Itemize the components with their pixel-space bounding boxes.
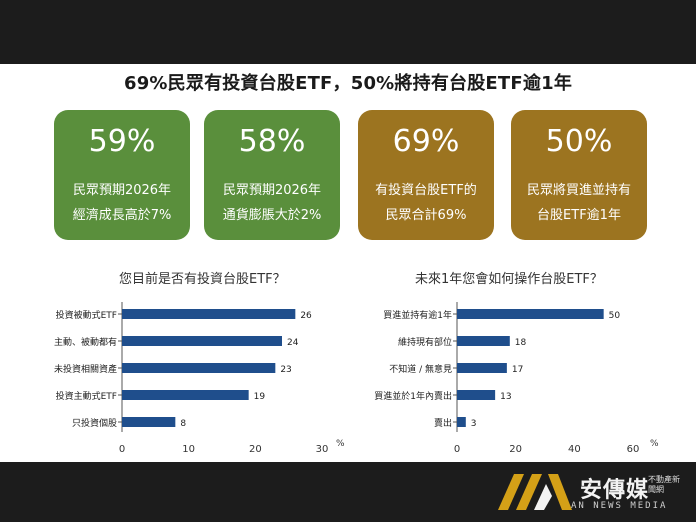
data-label: 23 bbox=[280, 365, 291, 375]
stat-card-2: 58% 民眾預期2026年 通貨膨脹大於2% bbox=[204, 110, 340, 240]
x-unit-label: % bbox=[336, 439, 345, 449]
x-tick-label: 20 bbox=[249, 444, 262, 455]
bar bbox=[122, 309, 296, 319]
bar bbox=[457, 336, 510, 346]
category-label: 買進並持有逾1年 bbox=[383, 309, 452, 321]
brand-logo bbox=[494, 466, 694, 518]
data-label: 50 bbox=[609, 311, 621, 321]
data-label: 8 bbox=[180, 419, 186, 429]
category-label: 只投資個股 bbox=[72, 417, 117, 429]
bar bbox=[122, 363, 276, 373]
stat-percent: 50% bbox=[545, 124, 613, 159]
category-label: 賣出 bbox=[434, 417, 452, 429]
bar bbox=[457, 417, 466, 427]
category-label: 主動、被動都有 bbox=[54, 336, 117, 348]
data-label: 19 bbox=[254, 392, 266, 402]
stat-label-line1: 民眾預期2026年 bbox=[72, 183, 172, 198]
chart-title-right: 未來1年您會如何操作台股ETF？ bbox=[415, 272, 603, 287]
stat-label-line1: 民眾預期2026年 bbox=[222, 183, 322, 198]
data-label: 26 bbox=[300, 311, 312, 321]
category-label: 買進並於1年內賣出 bbox=[374, 390, 452, 402]
brand-side-text: 不動產新聞網 bbox=[648, 475, 680, 494]
x-tick-label: 30 bbox=[316, 444, 329, 455]
bar bbox=[122, 417, 176, 427]
chart-title-left: 您目前是否有投資台股ETF？ bbox=[119, 272, 286, 287]
category-label: 投資主動式ETF bbox=[56, 390, 117, 402]
data-label: 24 bbox=[287, 338, 299, 348]
stat-label-line1: 有投資台股ETF的 bbox=[375, 183, 477, 198]
page-title: 69%民眾有投資台股ETF，50%將持有台股ETF逾1年 bbox=[123, 73, 573, 94]
x-tick-label: 40 bbox=[568, 444, 581, 455]
x-tick-label: 0 bbox=[454, 444, 460, 455]
bar bbox=[457, 363, 507, 373]
stat-label-line2: 民眾合計69% bbox=[385, 208, 467, 223]
data-label: 17 bbox=[512, 365, 523, 375]
bar bbox=[122, 336, 282, 346]
category-label: 未投資相關資產 bbox=[54, 363, 117, 375]
x-tick-label: 0 bbox=[119, 444, 125, 455]
stat-card-3: 69% 有投資台股ETF的 民眾合計69% bbox=[358, 110, 494, 240]
stat-label-line2: 台股ETF逾1年 bbox=[537, 208, 621, 223]
brand-chinese-name: 安傳媒 bbox=[580, 478, 650, 503]
x-unit-label: % bbox=[650, 439, 659, 449]
stat-card-4: 50% 民眾將買進並持有 台股ETF逾1年 bbox=[511, 110, 647, 240]
category-label: 不知道 / 無意見 bbox=[389, 363, 452, 375]
brand-english-name: AN NEWS MEDIA bbox=[571, 501, 668, 511]
x-tick-label: 10 bbox=[182, 444, 195, 455]
stat-card-1: 59% 民眾預期2026年 經濟成長高於7% bbox=[54, 110, 190, 240]
stat-percent: 59% bbox=[88, 124, 156, 159]
bar bbox=[457, 309, 604, 319]
data-label: 13 bbox=[500, 392, 511, 402]
x-tick-label: 60 bbox=[627, 444, 640, 455]
bar bbox=[457, 390, 496, 400]
bar bbox=[122, 390, 249, 400]
stat-percent: 58% bbox=[238, 124, 306, 159]
stat-percent: 69% bbox=[392, 124, 460, 159]
data-label: 3 bbox=[471, 419, 477, 429]
x-tick-label: 20 bbox=[509, 444, 522, 455]
stat-label-line1: 民眾將買進並持有 bbox=[526, 183, 631, 198]
an-logo-icon bbox=[498, 474, 572, 510]
data-label: 18 bbox=[515, 338, 527, 348]
category-label: 維持現有部位 bbox=[398, 336, 452, 348]
category-label: 投資被動式ETF bbox=[56, 309, 117, 321]
stat-label-line2: 通貨膨脹大於2% bbox=[222, 208, 322, 223]
stat-label-line2: 經濟成長高於7% bbox=[72, 208, 172, 223]
